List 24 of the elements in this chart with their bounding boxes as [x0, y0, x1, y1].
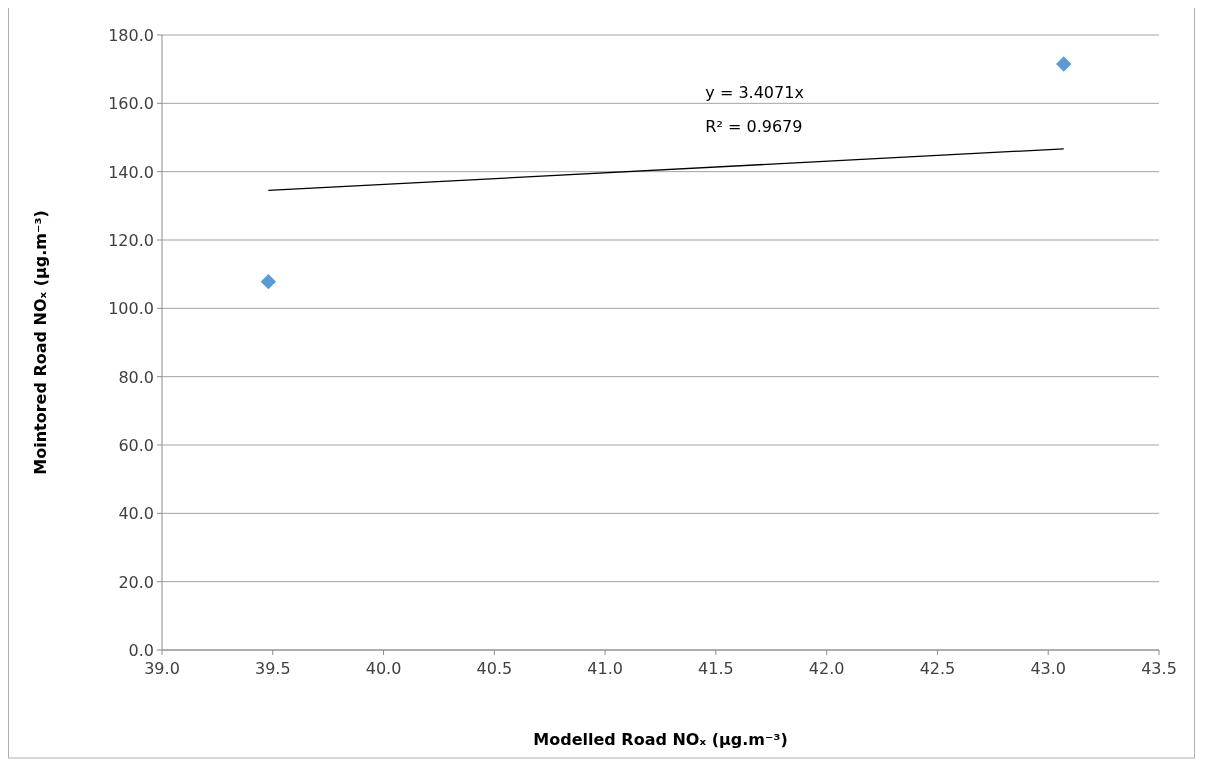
annotation: R² = 0.9679 [705, 117, 803, 136]
x-tick-label: 43.5 [1141, 659, 1177, 678]
x-tick-label: 41.0 [587, 659, 623, 678]
x-axis-title: Modelled Road NOₓ (µg.m⁻³) [533, 730, 788, 749]
x-tick-label: 40.0 [365, 659, 402, 678]
x-tick-label: 39.0 [144, 659, 180, 678]
y-tick-label: 80.0 [118, 367, 154, 387]
y-tick-label: 100.0 [108, 299, 154, 319]
annotation: y = 3.4071x [705, 83, 804, 102]
y-tick-label: 140.0 [108, 162, 154, 182]
y-tick-label: 180.0 [108, 26, 154, 45]
y-tick-label: 160.0 [108, 94, 154, 114]
y-tick-label: 60.0 [118, 436, 154, 455]
x-tick-label: 43.0 [1030, 659, 1067, 678]
y-tick-label: 40.0 [118, 504, 154, 524]
y-tick-label: 120.0 [108, 231, 154, 250]
y-tick-label: 20.0 [118, 572, 154, 592]
y-axis-title: Mointored Road NOₓ (µg.m⁻³) [31, 210, 50, 475]
y-tick-label: 0.0 [128, 641, 154, 660]
x-tick-label: 39.5 [254, 659, 291, 678]
x-tick-label: 42.0 [808, 659, 845, 678]
x-tick-label: 41.5 [698, 659, 734, 678]
x-tick-label: 40.5 [476, 659, 513, 678]
x-tick-label: 42.5 [919, 659, 956, 678]
